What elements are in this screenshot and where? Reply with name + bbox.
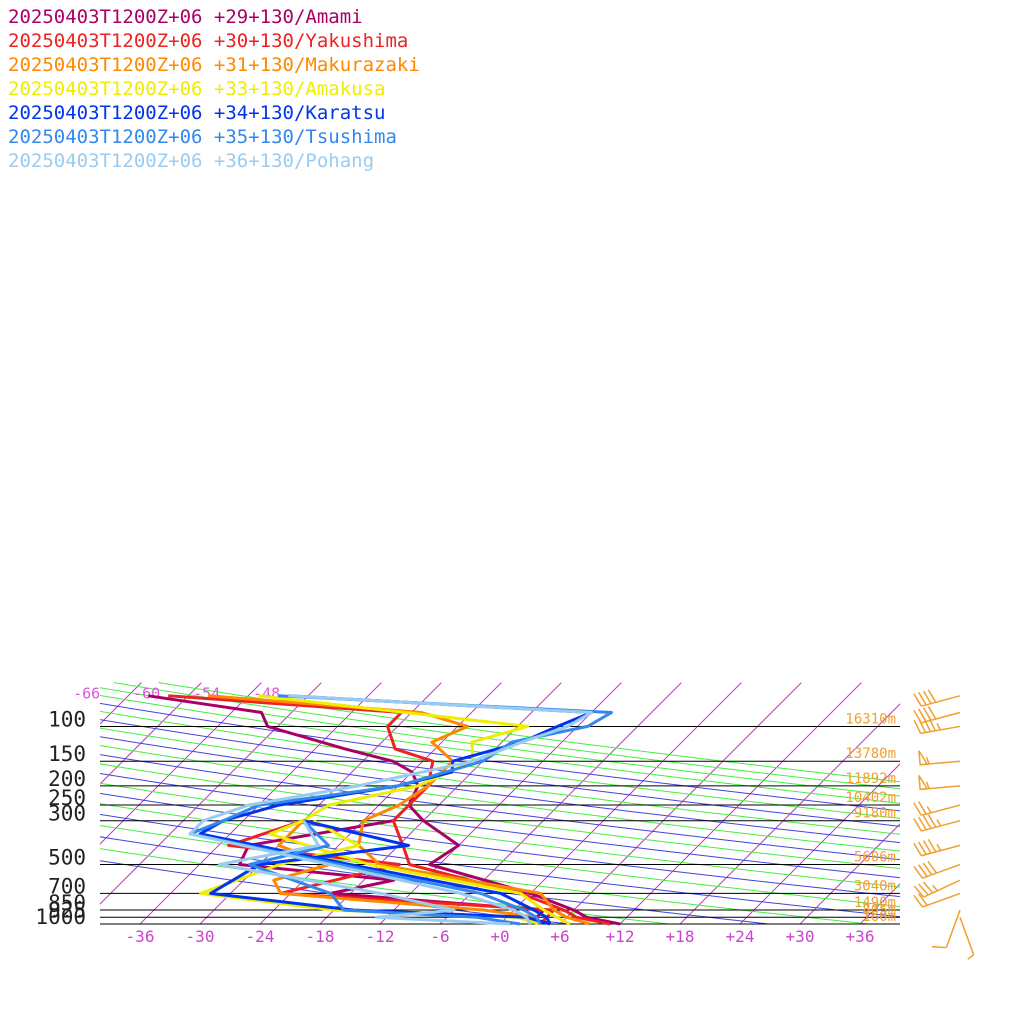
isotherm-line [0,683,21,924]
temperature-axis: -36 -30 -24 -18 -12 -6 +0 +6 +12 +18 +24 +30 +36 [126,927,875,946]
isotherm-line [200,683,441,924]
isotherm-top-label: -66 [73,684,100,702]
wind-barb [914,690,960,706]
x-tick-label: -24 [246,927,275,946]
legend-entry: 20250403T1200Z+06 +36+130/Pohang [8,150,374,172]
wind-barb [914,706,960,722]
isotherm-line [0,683,201,924]
pressure-level-label: 100 [48,707,86,731]
pressure-level-label: 150 [48,742,86,766]
pressure-level-label: 300 [48,802,86,826]
wind-barb-half-feather [937,844,941,850]
height-label: 9180m [854,806,896,822]
x-tick-label: -12 [366,927,395,946]
wind-barb-pennant [919,751,927,765]
x-tick-label: -18 [306,927,335,946]
height-label: 11892m [845,771,896,787]
height-label: 160m [862,909,896,925]
x-tick-label: +6 [550,927,569,946]
pressure-level-label: 500 [48,846,86,870]
wind-barb [914,839,960,855]
isotherm-line [980,683,1024,924]
wind-barb-pennant [919,775,927,789]
isotherm-top-label: -60 [133,684,160,702]
wind-barb-feather [932,947,947,948]
wind-barbs [914,690,974,959]
wind-barb [914,861,960,878]
legend-entry: 20250403T1200Z+06 +31+130/Makurazaki [8,54,420,76]
pressure-level-label: 1000 [35,905,86,929]
height-label: 5606m [854,850,896,866]
legend-entry: 20250403T1200Z+06 +34+130/Karatsu [8,102,386,124]
wind-barb-half-feather [968,955,974,959]
wind-barb [932,910,960,948]
x-tick-label: -6 [430,927,449,946]
legend-entry: 20250403T1200Z+06 +29+130/Amami [8,6,363,28]
isotherm-line [500,683,741,924]
wind-barb [919,751,960,765]
legend-entry: 20250403T1200Z+06 +33+130/Amakusa [8,78,386,100]
legend: 20250403T1200Z+06 +29+130/Amami20250403T… [8,6,420,172]
wind-barb [914,893,960,907]
wind-barb-staff [922,865,960,879]
height-label: 16310m [845,711,896,727]
height-label: 3040m [854,878,896,894]
wind-barb-staff [921,805,960,815]
x-tick-label: -36 [126,927,155,946]
legend-entry: 20250403T1200Z+06 +35+130/Tsushima [8,126,397,148]
wind-barb-staff [946,910,960,948]
temperature-profile [200,696,591,924]
x-tick-label: +36 [846,927,875,946]
wind-barb [914,880,960,897]
wind-barb-half-feather [937,820,941,826]
x-tick-label: +30 [786,927,815,946]
legend-entry: 20250403T1200Z+06 +30+130/Yakushima [8,30,408,52]
wind-barb-half-feather [937,723,940,730]
x-tick-label: -30 [186,927,215,946]
height-label: 13780m [845,746,896,762]
wind-barb-feather [914,720,920,733]
isotherm-line [620,683,861,924]
x-tick-label: +12 [606,927,635,946]
wind-barb-half-feather [927,807,931,813]
wind-barb [919,775,960,789]
wind-barb [914,815,960,831]
wind-barb-staff [960,917,974,955]
x-tick-label: +0 [490,927,509,946]
x-tick-label: +24 [726,927,755,946]
height-label: 10402m [845,790,896,806]
wind-barb [960,917,974,959]
wind-barb-half-feather [933,885,938,890]
x-tick-label: +18 [666,927,695,946]
wind-barb [914,718,960,734]
wind-barb [914,802,960,816]
